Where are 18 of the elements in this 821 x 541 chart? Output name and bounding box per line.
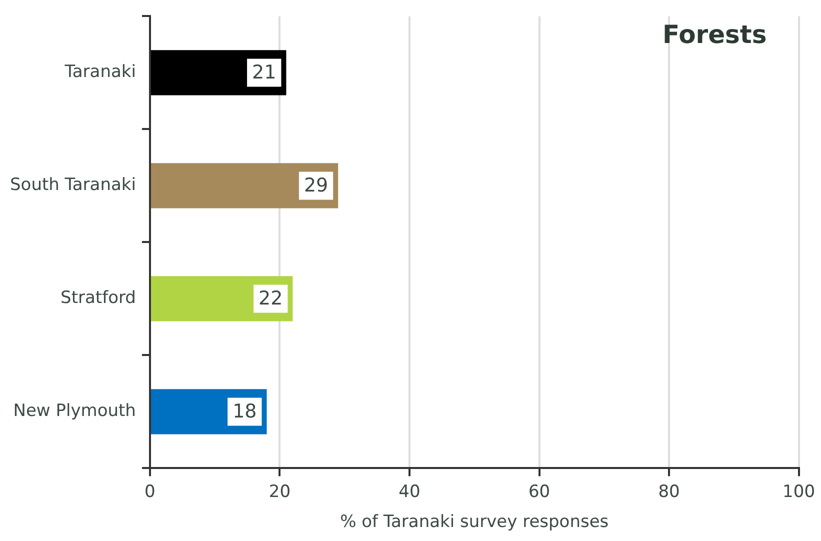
x-tick-label: 20 (268, 482, 291, 502)
x-tick-label: 0 (144, 482, 156, 502)
chart-title: Forests (662, 20, 767, 50)
y-tick-label: Taranaki (64, 62, 136, 82)
bar (150, 163, 338, 208)
x-tick-label: 60 (528, 482, 550, 502)
y-tick-label: South Taranaki (10, 175, 136, 196)
data-label: 22 (258, 288, 283, 310)
x-axis-title: % of Taranaki survey responses (340, 512, 609, 532)
x-tick-label: 100 (782, 482, 816, 502)
y-tick-label: Stratford (60, 288, 136, 308)
x-tick-label: 80 (658, 482, 680, 502)
data-label: 18 (232, 400, 257, 423)
data-label: 29 (304, 174, 328, 197)
data-label: 21 (252, 62, 276, 84)
y-tick-label: New Plymouth (13, 401, 136, 422)
x-tick-label: 40 (398, 482, 420, 502)
bar (150, 276, 293, 322)
